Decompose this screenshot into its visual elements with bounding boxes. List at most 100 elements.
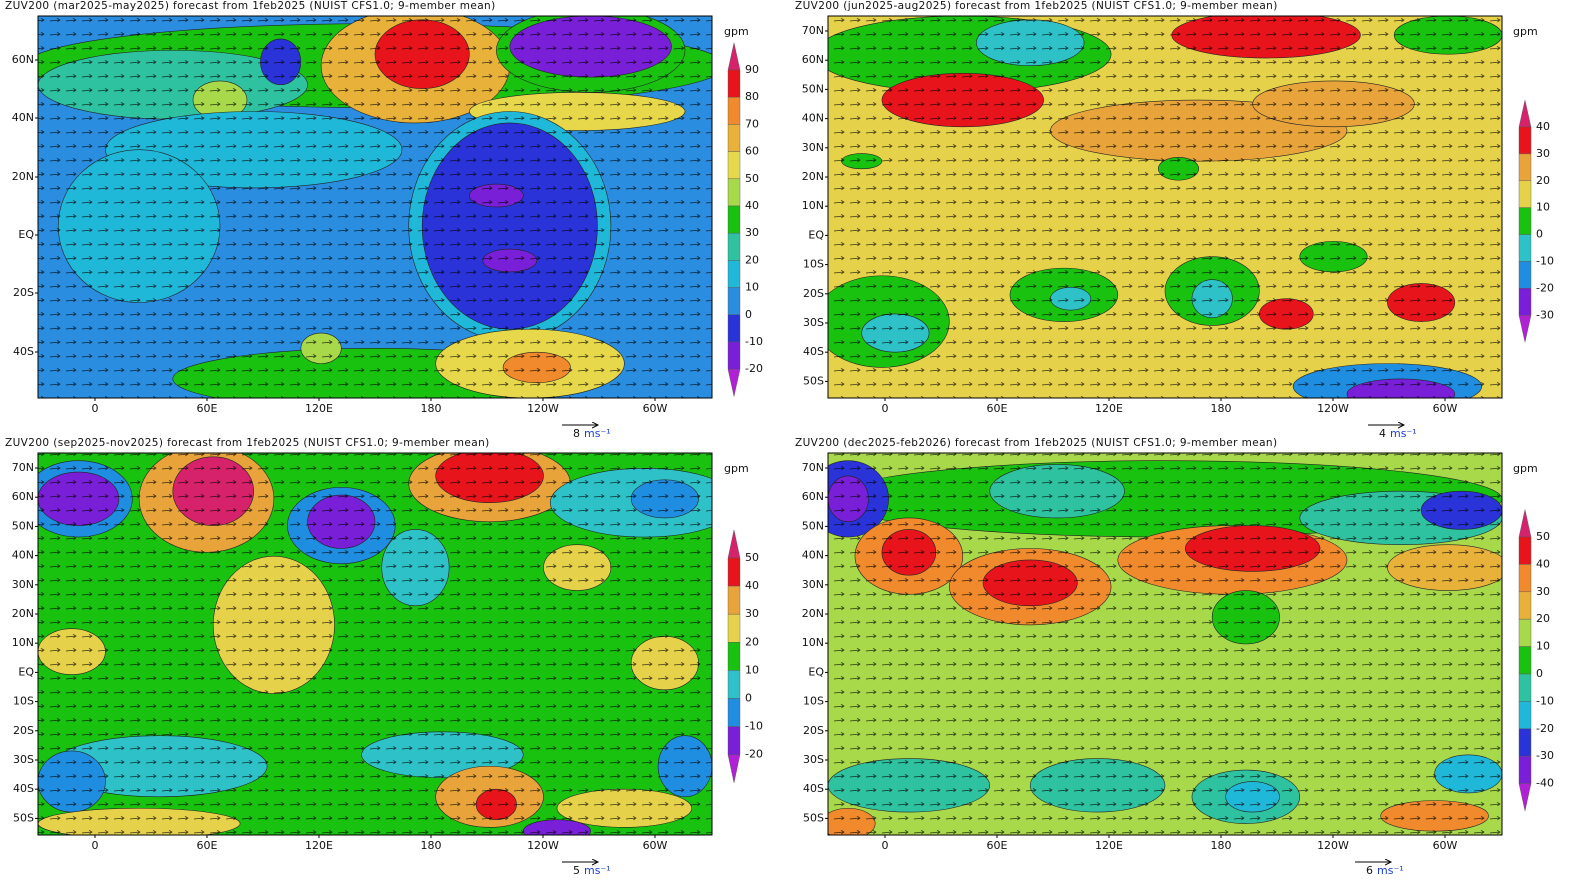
lat-label: 60N (12, 53, 34, 66)
lon-label: 180 (1211, 402, 1232, 415)
wind-vectors (828, 16, 1502, 398)
colorbar-label: -20 (1536, 281, 1554, 294)
panel: ZUV200 (sep2025-nov2025) forecast from 1… (5, 437, 763, 877)
lat-label: 20S (803, 724, 824, 737)
colorbar-label: 10 (1536, 201, 1550, 214)
lat-label: 20N (12, 607, 34, 620)
lat-label: EQ (18, 665, 34, 678)
colorbar-label: -20 (745, 748, 763, 761)
colorbar-swatch (1518, 783, 1532, 812)
colorbar-label: 40 (1536, 557, 1550, 570)
map-frame (37, 452, 713, 836)
lat-label: 40S (13, 782, 34, 795)
colorbar-label: -10 (745, 720, 763, 733)
lat-label: 20S (13, 724, 34, 737)
colorbar-label: 50 (745, 551, 759, 564)
lat-label: 30S (13, 753, 34, 766)
wind-vectors (828, 453, 1502, 835)
lat-label: 10S (803, 258, 824, 271)
colorbar-unit: gpm (724, 25, 749, 38)
lat-label: 50N (12, 519, 34, 532)
lat-label: 40S (803, 345, 824, 358)
lat-label: 50N (802, 519, 824, 532)
colorbar-label: 10 (745, 281, 759, 294)
lon-label: 60W (1433, 839, 1458, 852)
lon-label: 60E (987, 402, 1008, 415)
colorbar-label: -40 (1536, 777, 1554, 790)
lat-label: 40S (13, 345, 34, 358)
colorbar-swatch (727, 369, 741, 397)
colorbar-label: 20 (745, 635, 759, 648)
vector-reference-unit: ms⁻¹ (1390, 427, 1417, 440)
colorbar-swatch (727, 97, 741, 125)
colorbar-label: 20 (745, 253, 759, 266)
colorbar-label: -30 (1536, 308, 1554, 321)
lat-label: 70N (12, 461, 34, 474)
colorbar-swatch (727, 341, 741, 370)
panel-title: ZUV200 (dec2025-feb2026) forecast from 1… (795, 437, 1277, 449)
lat-label: 30S (803, 316, 824, 329)
colorbar-label: 0 (745, 692, 752, 705)
lat-label: 20S (803, 287, 824, 300)
lon-label: 0 (882, 839, 889, 852)
vector-reference-unit: ms⁻¹ (584, 864, 611, 877)
lon-label: 60E (197, 839, 218, 852)
colorbar-swatch (727, 69, 741, 98)
colorbar-swatch (1518, 180, 1532, 208)
lon-label: 120E (305, 402, 333, 415)
colorbar-unit: gpm (1513, 462, 1538, 475)
panel-title: ZUV200 (mar2025-may2025) forecast from 1… (5, 0, 496, 12)
lat-label: 30N (802, 578, 824, 591)
colorbar-swatch (727, 726, 741, 755)
colorbar-label: 80 (745, 90, 759, 103)
colorbar-swatch (1518, 153, 1532, 181)
colorbar-label: 0 (1536, 228, 1543, 241)
lat-label: 10N (802, 199, 824, 212)
colorbar-label: 70 (745, 117, 759, 130)
colorbar-swatch (1518, 234, 1532, 262)
lat-label: 40N (802, 549, 824, 562)
lat-label: 20N (802, 170, 824, 183)
colorbar-swatch (727, 205, 741, 234)
lon-label: 60W (1433, 402, 1458, 415)
colorbar-swatch (727, 287, 741, 315)
lon-label: 120W (1317, 402, 1349, 415)
map-frame (827, 15, 1503, 399)
colorbar-swatch (727, 260, 741, 288)
colorbar-swatch (727, 42, 741, 71)
lat-label: 10S (803, 695, 824, 708)
lat-label: 40N (12, 111, 34, 124)
colorbar-label: 30 (1536, 585, 1550, 598)
colorbar-swatch (1518, 509, 1532, 538)
lon-label: 60W (643, 402, 668, 415)
wind-vectors (38, 453, 712, 835)
colorbar-swatch (1518, 564, 1532, 592)
colorbar-swatch (727, 557, 741, 587)
lon-label: 120W (527, 402, 559, 415)
lat-label: 50S (803, 374, 824, 387)
panel: ZUV200 (mar2025-may2025) forecast from 1… (5, 0, 763, 440)
map (38, 16, 712, 398)
vector-reference-value: 5 (573, 864, 580, 877)
colorbar-swatch (727, 585, 741, 615)
colorbar-label: 20 (1536, 612, 1550, 625)
lat-label: 20N (802, 607, 824, 620)
colorbar-label: 0 (745, 308, 752, 321)
colorbar-label: 20 (1536, 174, 1550, 187)
colorbar-swatch (1518, 728, 1532, 757)
lat-label: 60N (12, 490, 34, 503)
colorbar-swatch (727, 670, 741, 699)
lat-label: 50S (803, 811, 824, 824)
colorbar-swatch (1518, 673, 1532, 702)
colorbar-label: -10 (1536, 694, 1554, 707)
colorbar-swatch (727, 124, 741, 152)
colorbar-label: -30 (1536, 749, 1554, 762)
colorbar-swatch (727, 529, 741, 559)
colorbar-swatch (1518, 536, 1532, 565)
lon-label: 180 (421, 402, 442, 415)
lon-label: 0 (92, 839, 99, 852)
colorbar-label: 10 (1536, 640, 1550, 653)
wind-vectors (38, 16, 712, 398)
colorbar-label: -20 (1536, 722, 1554, 735)
